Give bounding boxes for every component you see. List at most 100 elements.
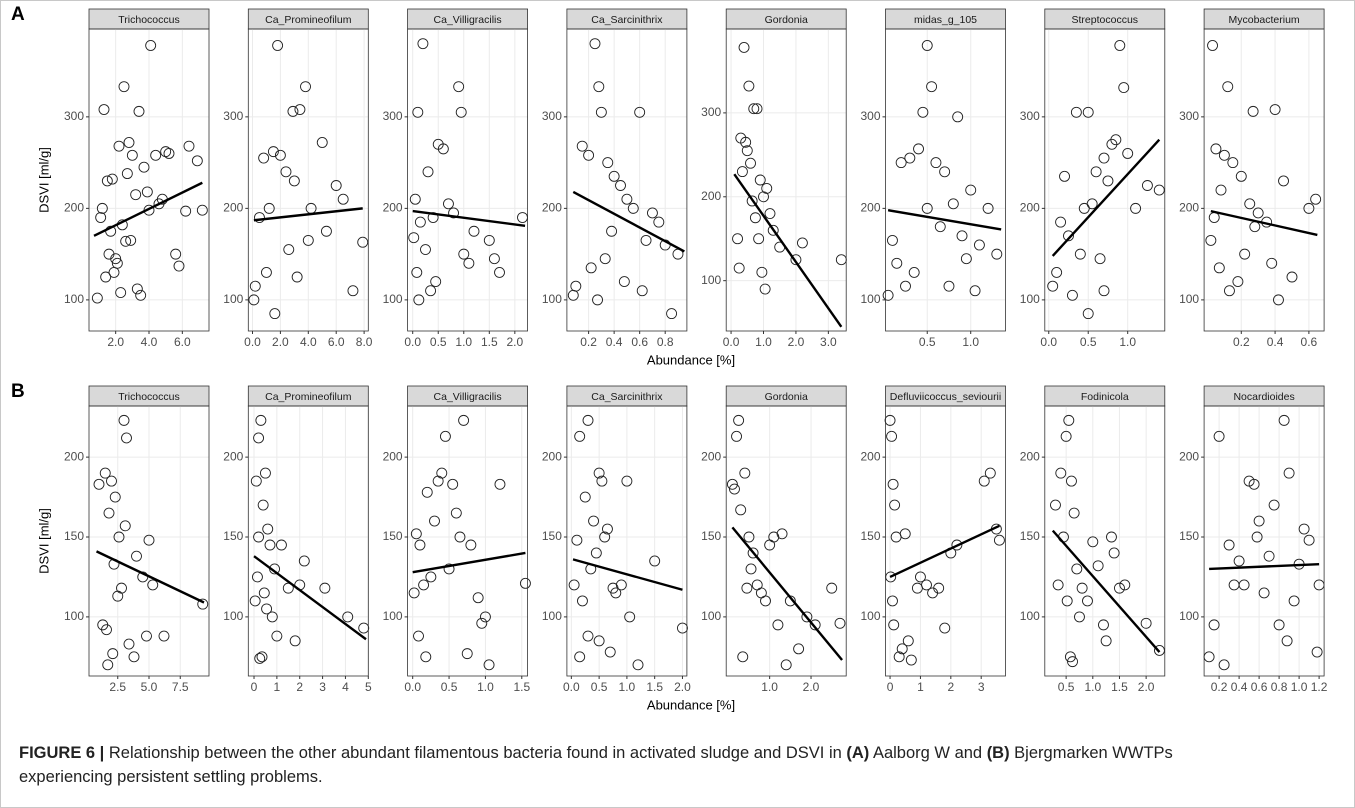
y-tick-label: 100 xyxy=(860,292,880,306)
y-tick-label: 150 xyxy=(701,529,721,543)
point xyxy=(991,248,1003,260)
point xyxy=(197,598,209,610)
point xyxy=(254,212,265,223)
x-tick-label: 5.0 xyxy=(141,680,158,694)
trend-line xyxy=(889,524,1000,579)
trend-line xyxy=(887,209,1002,231)
x-tick-label: 0.5 xyxy=(591,680,608,694)
point xyxy=(106,475,117,487)
point xyxy=(1252,207,1264,219)
point xyxy=(927,587,939,599)
point xyxy=(358,622,370,634)
point xyxy=(574,430,586,442)
panel-border xyxy=(407,405,529,677)
point xyxy=(131,550,142,562)
point xyxy=(255,414,267,426)
point xyxy=(479,611,491,623)
point xyxy=(577,595,588,607)
y-tick-label: 150 xyxy=(64,529,84,543)
point xyxy=(106,173,118,185)
point xyxy=(425,571,437,583)
point xyxy=(599,531,611,543)
point xyxy=(886,430,898,442)
point xyxy=(599,253,611,265)
point xyxy=(443,198,454,210)
point xyxy=(887,234,898,246)
point xyxy=(602,157,614,169)
y-tick-label: 200 xyxy=(542,449,562,463)
point xyxy=(91,292,103,304)
panel-border xyxy=(247,405,369,677)
point xyxy=(250,475,262,487)
strip-title: Gordonia xyxy=(765,14,808,26)
caption-text: Relationship between the other abundant … xyxy=(104,744,847,762)
point xyxy=(342,611,354,623)
y-tick-label: 200 xyxy=(383,449,403,463)
point xyxy=(793,643,805,655)
point xyxy=(596,475,608,487)
panel-background xyxy=(566,29,687,331)
point xyxy=(1248,478,1260,490)
point xyxy=(602,523,613,535)
caption-text: Bjergmarken WWTPs experiencing persisten… xyxy=(19,744,1178,786)
point xyxy=(585,262,597,274)
strip-title: Trichococcus xyxy=(118,391,179,403)
point xyxy=(133,105,145,117)
point xyxy=(300,81,311,93)
point xyxy=(589,38,601,50)
point xyxy=(632,659,644,671)
point xyxy=(621,475,633,487)
point xyxy=(158,630,170,642)
trend-line xyxy=(572,558,683,591)
point xyxy=(895,157,907,169)
y-tick-label: 100 xyxy=(64,292,84,306)
y-tick-label: 300 xyxy=(701,105,721,119)
point xyxy=(1055,216,1067,228)
point xyxy=(984,467,996,479)
point xyxy=(1207,40,1219,51)
point xyxy=(677,622,688,634)
x-tick-label: 2.0 xyxy=(788,335,805,349)
point xyxy=(606,225,618,237)
point xyxy=(141,630,152,642)
y-tick-label: 100 xyxy=(223,609,243,623)
strip-title: Mycobacterium xyxy=(1228,14,1299,26)
x-tick-label: 4 xyxy=(342,680,349,694)
point xyxy=(121,168,133,180)
point xyxy=(113,531,125,543)
point xyxy=(1130,202,1142,214)
y-tick-label: 200 xyxy=(1020,201,1040,215)
point xyxy=(95,212,107,223)
point xyxy=(282,582,294,594)
y-tick-label: 100 xyxy=(64,609,84,623)
point xyxy=(634,106,646,118)
point xyxy=(753,233,765,245)
point xyxy=(755,587,767,599)
point xyxy=(99,467,111,479)
point xyxy=(921,40,933,51)
point xyxy=(135,289,147,301)
point xyxy=(115,287,127,299)
point xyxy=(571,534,583,546)
x-tick-label: 3.0 xyxy=(820,335,837,349)
x-tick-label: 0.5 xyxy=(1058,680,1075,694)
point xyxy=(289,635,301,647)
point xyxy=(1047,280,1059,292)
x-tick-label: 2.0 xyxy=(1138,680,1155,694)
point xyxy=(1227,157,1239,169)
point xyxy=(956,230,968,242)
y-tick-label: 300 xyxy=(542,109,562,123)
y-tick-label: 150 xyxy=(542,529,562,543)
point xyxy=(126,149,138,161)
point xyxy=(1244,198,1256,210)
x-tick-label: 0.5 xyxy=(1080,335,1097,349)
point xyxy=(298,555,310,567)
y-tick-label: 300 xyxy=(223,109,243,123)
strip-title: Defluviicoccus_seviourii xyxy=(890,391,1001,403)
point xyxy=(100,271,112,283)
point xyxy=(118,414,130,426)
point xyxy=(116,582,127,594)
point xyxy=(624,611,636,623)
point xyxy=(121,432,132,444)
caption: FIGURE 6 | Relationship between the othe… xyxy=(19,741,1269,789)
